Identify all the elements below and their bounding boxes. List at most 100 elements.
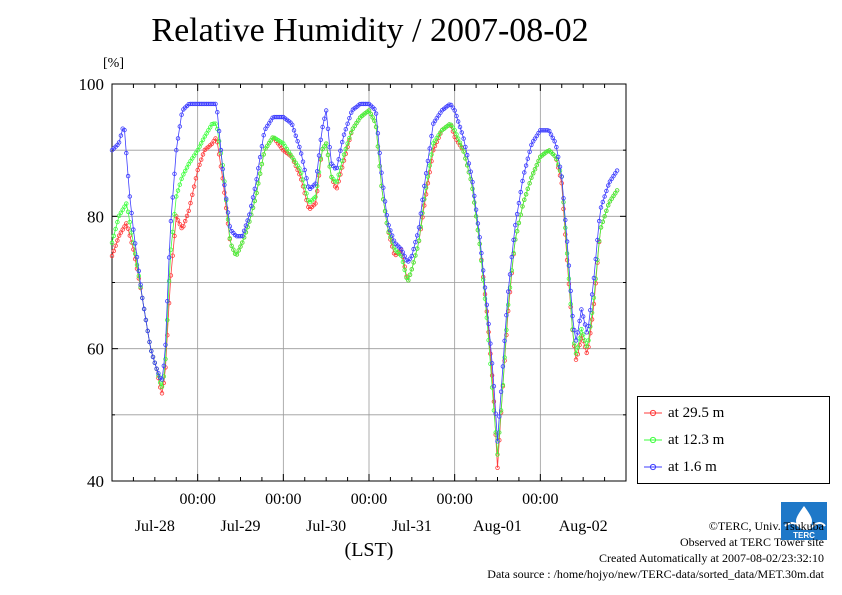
- series-1-point: [115, 219, 120, 225]
- series-1-point: [586, 338, 591, 343]
- series-0-point: [175, 218, 181, 223]
- series-2-point: [118, 133, 124, 138]
- series-1-point: [349, 130, 354, 135]
- series-1-point: [425, 174, 431, 179]
- series-1-point: [179, 176, 184, 181]
- series-2-point: [343, 126, 348, 132]
- series-2-point: [398, 246, 404, 252]
- series-2-point: [261, 132, 266, 138]
- series-1-point: [598, 225, 604, 230]
- series-2-point: [484, 302, 489, 307]
- series-2-point: [341, 132, 347, 137]
- legend-swatch-12-3m: [644, 436, 662, 444]
- series-1-point: [132, 251, 138, 256]
- series-2-point: [227, 224, 232, 229]
- series-2-point: [131, 227, 136, 232]
- legend-label-1-6m: at 1.6 m: [668, 458, 717, 475]
- series-2-point: [452, 108, 457, 113]
- series-1-point: [325, 152, 331, 158]
- series-1-point: [211, 121, 216, 126]
- series-1-point: [124, 201, 129, 206]
- series-2-point: [593, 256, 598, 262]
- series-1-point: [456, 136, 461, 141]
- legend-swatch-29-5m: [644, 409, 662, 417]
- series-1-point: [475, 227, 481, 233]
- series-2-point: [518, 189, 523, 195]
- series-2-point: [572, 327, 577, 333]
- series-2-point: [509, 254, 514, 260]
- series-0-point: [131, 247, 136, 252]
- series-1-point: [299, 170, 304, 175]
- series-0-point: [197, 162, 202, 167]
- series-1-point: [336, 172, 341, 177]
- series-1-point: [429, 152, 434, 157]
- series-2-point: [468, 169, 473, 174]
- y-tick-label: 100: [79, 75, 105, 94]
- series-2-point: [134, 254, 140, 260]
- series-0-point: [115, 238, 120, 243]
- series-1-point: [324, 141, 329, 146]
- series-1-point: [366, 108, 372, 113]
- series-1-point: [523, 192, 529, 197]
- series-2-point: [481, 268, 486, 273]
- series-2-point: [175, 136, 181, 141]
- series-2-point: [516, 200, 522, 206]
- series-1-point: [406, 278, 411, 283]
- series-2-point: [525, 156, 530, 161]
- series-2-point: [124, 150, 129, 156]
- series-2-point: [489, 361, 495, 366]
- series-2-point: [427, 146, 432, 151]
- series-1-point: [584, 344, 589, 349]
- series-1-point: [225, 217, 231, 222]
- series-2-point: [475, 221, 481, 226]
- series-2-point: [223, 196, 229, 201]
- series-2-point: [252, 186, 257, 191]
- series-2-point: [600, 199, 605, 205]
- series-0-point: [188, 200, 193, 206]
- series-2-point: [409, 253, 414, 259]
- series-0-point: [213, 136, 218, 141]
- series-2-point: [529, 142, 534, 148]
- series-2-point: [566, 263, 572, 268]
- series-2-point: [211, 101, 216, 107]
- series-2-point: [573, 338, 579, 343]
- wave-icon: [784, 522, 826, 530]
- series-1-point: [568, 301, 573, 307]
- series-2-point: [259, 143, 265, 149]
- series-1-point: [391, 245, 397, 250]
- series-2-point: [316, 153, 322, 158]
- series-2-point: [470, 179, 475, 185]
- chart-legend: at 29.5 m at 12.3 m at 1.6 m: [637, 396, 830, 484]
- series-2-point: [325, 126, 331, 131]
- series-2-point: [604, 188, 609, 194]
- series-2-point: [589, 292, 595, 297]
- series-2-point: [548, 132, 554, 137]
- legend-item-12-3m: at 12.3 m: [644, 430, 724, 450]
- series-1-point: [382, 208, 388, 214]
- series-2-point: [345, 121, 350, 126]
- series-2-point: [495, 439, 500, 444]
- series-1-point: [341, 152, 347, 157]
- series-1-point: [506, 302, 511, 307]
- series-2-point: [315, 169, 320, 174]
- series-0-point: [172, 233, 177, 239]
- series-1-point: [511, 250, 516, 256]
- series-2-point: [220, 166, 225, 172]
- series-1-point: [516, 220, 522, 226]
- series-2-point: [116, 140, 122, 145]
- series-0-point: [315, 188, 320, 194]
- series-1-point: [240, 240, 245, 245]
- series-2-point: [513, 222, 518, 228]
- series-2-point: [463, 144, 468, 150]
- x-date-label: Jul-31: [392, 518, 432, 535]
- series-2-point: [254, 177, 259, 182]
- series-1-point: [573, 351, 579, 356]
- series-1-point: [256, 181, 261, 186]
- series-1-point: [534, 162, 539, 168]
- series-1-point: [614, 188, 620, 193]
- series-2-point: [420, 197, 425, 202]
- series-1-point: [195, 147, 200, 153]
- x-date-label: Jul-28: [135, 518, 175, 535]
- series-2-point: [498, 389, 504, 394]
- legend-label-12-3m: at 12.3 m: [668, 431, 725, 448]
